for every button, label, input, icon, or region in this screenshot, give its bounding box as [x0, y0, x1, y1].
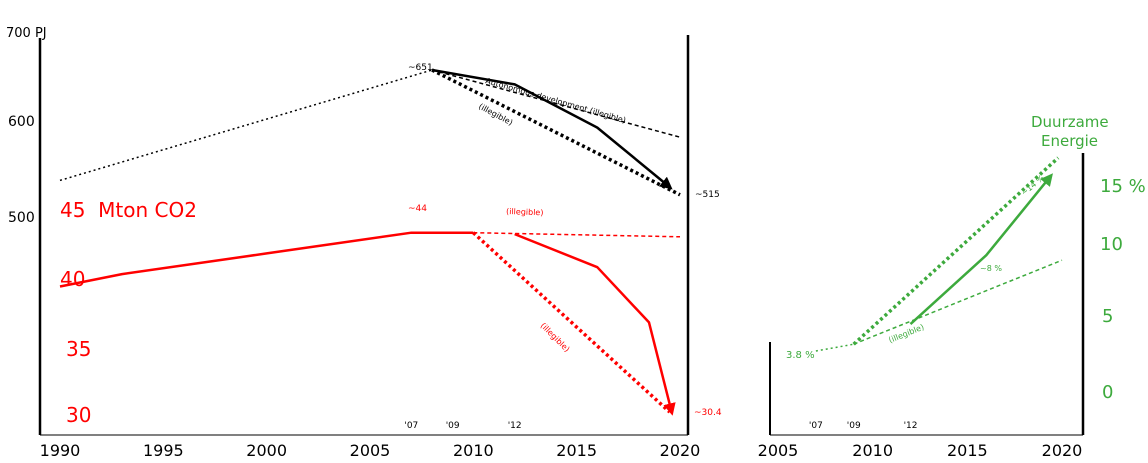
left-panel: 700 PJ 600 500 45 Mton CO2 40 35 30 1990… — [6, 26, 722, 460]
small-x-tick-label: '07 — [809, 421, 823, 431]
energy-tick-500: 500 — [8, 210, 35, 226]
energy-end-label: ~515 — [695, 190, 720, 200]
small-x-tick-label: '12 — [508, 421, 522, 431]
x-tick-label: 2010 — [852, 441, 893, 459]
co2-auto-annotation: (illegible) — [506, 207, 544, 217]
co2-tick-35: 35 — [66, 337, 91, 361]
x-tick-label: 2010 — [453, 441, 494, 459]
energy-dotted-annotation: (illegible) — [477, 102, 514, 127]
x-tick-label: 2000 — [246, 441, 287, 459]
left-series — [59, 68, 681, 416]
series-energy-history — [59, 69, 433, 182]
series-re-target — [909, 173, 1053, 326]
x-tick-label: 2020 — [1042, 441, 1083, 459]
x-tick-label: 2005 — [350, 441, 391, 459]
renewable-title-line1: Duurzame — [1031, 113, 1109, 131]
small-x-tick-label: '07 — [404, 421, 418, 431]
right-small-x-ticks: '07 '09 '12 — [809, 421, 918, 431]
re-auto-annotation: (illegible) — [887, 323, 925, 345]
series-energy-dotted — [431, 68, 681, 197]
left-x-ticks: 1990 1995 2000 2005 2010 2015 2020 — [40, 441, 701, 460]
series-co2-history — [59, 231, 474, 288]
energy-peak-label: ~651 — [408, 63, 433, 73]
re-start-label: 3.8 % — [786, 350, 815, 361]
co2-tick-40: 40 — [60, 267, 85, 291]
co2-dotted-annotation: (illegible) — [539, 321, 572, 354]
series-re-history — [815, 343, 854, 352]
series-energy-target — [431, 68, 673, 190]
small-x-tick-label: '12 — [904, 421, 918, 431]
x-tick-label: 2015 — [947, 441, 988, 459]
left-small-x-ticks: '07 '09 '12 — [404, 421, 521, 431]
x-tick-label: 2015 — [556, 441, 597, 459]
x-tick-label: 1990 — [40, 441, 81, 459]
co2-end-label: ~30.4 — [694, 408, 722, 418]
energy-tick-600: 600 — [8, 114, 35, 130]
series-re-autonomous — [853, 259, 1063, 345]
re-tick-15: 15 % — [1100, 176, 1146, 197]
co2-axis-top-label: 45 Mton CO2 — [60, 198, 197, 222]
series-energy-autonomous — [431, 69, 681, 138]
x-tick-label: 2020 — [660, 441, 701, 459]
energy-axis-top-label: 700 PJ — [6, 26, 47, 41]
series-co2-target — [514, 232, 676, 416]
re-tick-10: 10 — [1100, 234, 1123, 255]
re-mid-label: ~8 % — [980, 264, 1002, 273]
series-co2-autonomous — [473, 231, 681, 238]
re-tick-5: 5 — [1102, 306, 1113, 327]
x-tick-label: 2005 — [758, 441, 799, 459]
renewable-title-line2: Energie — [1041, 132, 1098, 150]
small-x-tick-label: '09 — [847, 421, 861, 431]
re-tick-0: 0 — [1102, 382, 1113, 403]
small-x-tick-label: '09 — [446, 421, 460, 431]
x-tick-label: 1995 — [143, 441, 184, 459]
right-x-ticks: 2005 2010 2015 2020 — [758, 441, 1083, 460]
co2-peak-label: ~44 — [408, 204, 427, 214]
series-co2-dotted — [472, 231, 671, 414]
series-re-dotted — [852, 156, 1060, 346]
right-panel: Duurzame Energie 15 % 10 5 0 2005 2010 201… — [758, 113, 1146, 460]
co2-tick-30: 30 — [66, 403, 91, 427]
right-series — [815, 156, 1063, 352]
